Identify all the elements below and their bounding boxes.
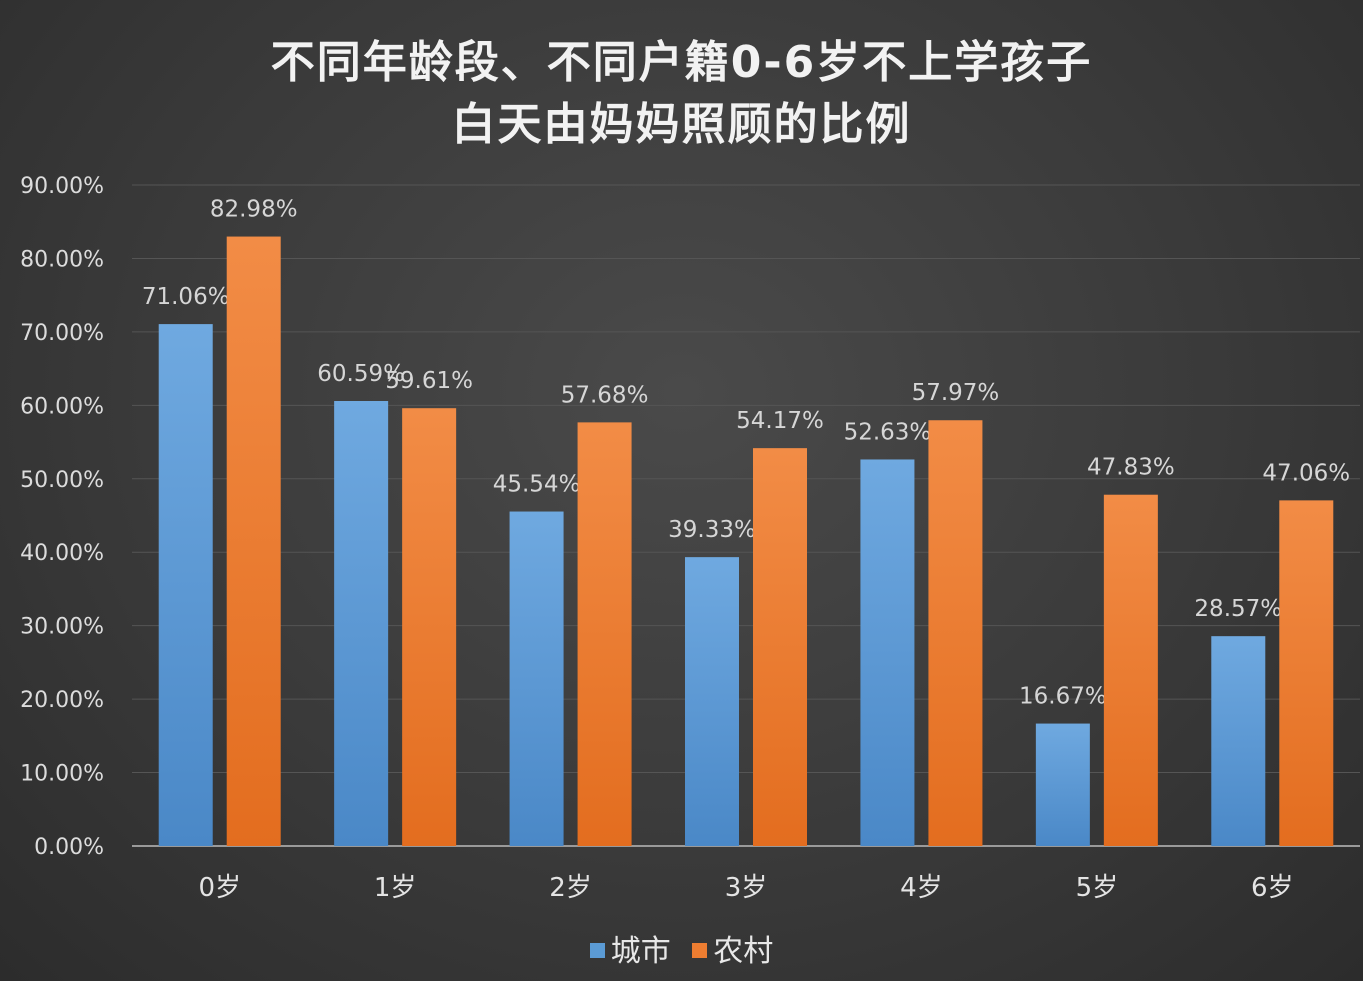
bar (158, 324, 213, 847)
data-label: 39.33% (668, 517, 756, 543)
y-tick-label: 70.00% (20, 321, 104, 346)
bar (928, 420, 983, 846)
y-tick-label: 90.00% (20, 174, 104, 199)
bar (1035, 723, 1090, 846)
data-label: 45.54% (493, 472, 581, 498)
x-tick-label: 2岁 (549, 873, 592, 903)
data-label: 71.06% (142, 284, 230, 310)
chart-legend: 城市 农村 (0, 932, 1363, 972)
chart-title-line-1: 不同年龄段、不同户籍0-6岁不上学孩子 (270, 37, 1093, 88)
data-label: 59.61% (385, 368, 473, 394)
legend-swatch-rural (692, 943, 708, 958)
bar (577, 422, 632, 846)
bar (509, 511, 564, 846)
legend-label-rural: 农村 (713, 934, 774, 969)
bar (1279, 500, 1334, 846)
bar (402, 408, 457, 846)
y-tick-label: 20.00% (20, 688, 104, 713)
data-label: 47.06% (1262, 460, 1350, 486)
x-tick-label: 6岁 (1251, 873, 1294, 903)
legend-label-city: 城市 (610, 934, 671, 969)
data-label: 60.59% (317, 361, 405, 387)
chart-title: 不同年龄段、不同户籍0-6岁不上学孩子 白天由妈妈照顾的比例 (0, 32, 1363, 156)
data-label: 54.17% (736, 408, 824, 434)
legend-item-rural: 农村 (692, 932, 773, 972)
bar (1211, 636, 1266, 846)
legend-item-city: 城市 (589, 932, 671, 972)
data-label: 47.83% (1087, 455, 1175, 481)
x-tick-label: 5岁 (1076, 873, 1119, 903)
y-tick-label: 40.00% (20, 541, 104, 566)
bar (860, 459, 915, 846)
bar (1103, 494, 1158, 846)
chart-title-line-2: 白天由妈妈照顾的比例 (451, 99, 912, 150)
data-label: 28.57% (1194, 596, 1282, 622)
y-tick-label: 0.00% (34, 835, 104, 860)
y-tick-label: 10.00% (20, 762, 104, 787)
data-label: 57.68% (561, 382, 649, 408)
x-tick-label: 1岁 (374, 873, 417, 903)
y-tick-label: 50.00% (20, 468, 104, 493)
bar (685, 557, 739, 846)
bar (753, 448, 807, 846)
y-tick-label: 30.00% (20, 615, 104, 640)
y-tick-label: 80.00% (20, 247, 104, 272)
data-label: 16.67% (1019, 684, 1107, 710)
bar (334, 401, 389, 846)
data-label: 82.98% (210, 197, 298, 223)
legend-swatch-city (589, 943, 605, 958)
x-tick-label: 3岁 (725, 873, 768, 903)
bar (226, 236, 281, 847)
data-label: 57.97% (912, 380, 1000, 406)
y-tick-label: 60.00% (20, 394, 104, 419)
data-label: 52.63% (844, 419, 932, 445)
x-tick-label: 4岁 (900, 873, 943, 903)
x-tick-label: 0岁 (198, 873, 241, 903)
